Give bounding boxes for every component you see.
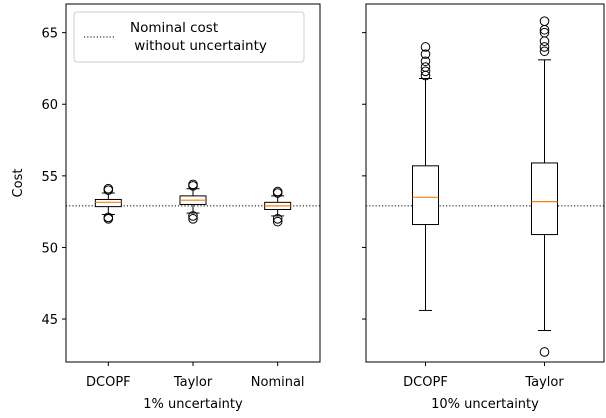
outlier-point (539, 27, 550, 38)
x-tick-label: Nominal (251, 375, 305, 390)
legend-label: Nominal cost without uncertainty (130, 20, 267, 54)
outlier-point (420, 56, 431, 67)
legend: Nominal cost without uncertainty (73, 11, 305, 63)
legend-label-line: Nominal cost (130, 20, 218, 36)
box-dcopf (94, 183, 122, 224)
x-tick-label: DCOPF (403, 375, 448, 390)
outlier-point (188, 181, 198, 191)
panel-2: DCOPF Taylor 10% uncertainty (362, 3, 605, 412)
outlier-point (539, 46, 550, 57)
box-taylor (531, 16, 558, 357)
x-tick-label: Taylor (173, 375, 213, 390)
outlier-point (539, 42, 550, 52)
outlier-point (272, 214, 283, 224)
box-dcopf (412, 42, 439, 311)
outlier-point (420, 49, 431, 59)
panel-1: 45 50 55 60 65 DCOPF Taylor Nominal 1% uncertain… (41, 3, 321, 412)
y-tick-label: 45 (41, 313, 58, 328)
x-tick-label: Taylor (524, 375, 564, 390)
box-iqr (94, 198, 122, 208)
outlier-point (420, 66, 431, 77)
x-axis-label: 1% uncertainty (143, 397, 243, 412)
outlier-point (188, 211, 198, 221)
outlier-point (420, 42, 431, 52)
outlier-point (539, 16, 550, 26)
legend-box (73, 11, 305, 63)
y-tick-label: 55 (41, 170, 58, 185)
y-tick-label: 65 (41, 27, 58, 42)
box-iqr (531, 162, 558, 236)
outlier-point (272, 216, 283, 227)
box-iqr (412, 165, 439, 226)
outlier-point (188, 214, 198, 224)
outlier-point (539, 347, 550, 357)
legend-label-line: without uncertainty (130, 38, 267, 54)
outlier-point (103, 185, 114, 195)
y-tick-label: 60 (41, 98, 58, 113)
x-tick-label: DCOPF (86, 375, 131, 390)
outlier-point (420, 62, 431, 72)
axes-frame (365, 3, 605, 363)
box-nominal (264, 186, 292, 227)
box-taylor (179, 179, 207, 224)
x-axis-label: 10% uncertainty (431, 397, 539, 412)
outlier-point (103, 214, 114, 224)
y-tick-label: 50 (41, 241, 58, 256)
outlier-point (539, 36, 550, 47)
outlier-point (272, 188, 283, 198)
y-axis-label: Cost (11, 169, 26, 198)
